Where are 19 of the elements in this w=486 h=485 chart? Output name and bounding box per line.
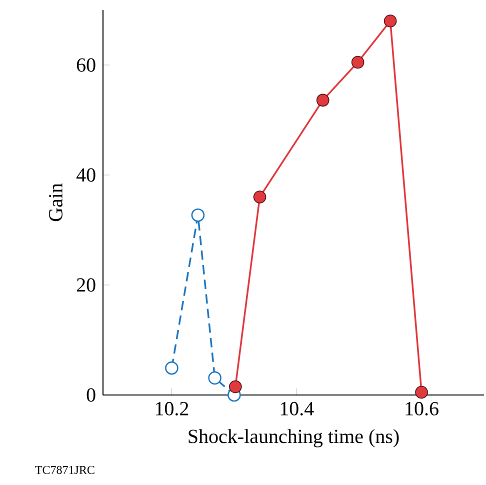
point bbox=[208, 371, 222, 385]
x-tick-label: 10.4 bbox=[280, 402, 314, 416]
point bbox=[253, 190, 266, 204]
y-tick-label: 40 bbox=[76, 168, 96, 182]
y-tick-label: 0 bbox=[86, 388, 96, 402]
point bbox=[316, 94, 330, 107]
point bbox=[229, 380, 242, 394]
x-tick-label: 10.2 bbox=[156, 402, 188, 416]
point bbox=[351, 56, 364, 69]
point bbox=[415, 386, 428, 399]
point bbox=[191, 208, 205, 222]
point bbox=[165, 361, 178, 375]
x-tick-label: 10.6 bbox=[406, 402, 438, 416]
y-tick-label: 20 bbox=[76, 278, 96, 292]
y-tick-label: 60 bbox=[76, 58, 96, 72]
text: TC7871JRC bbox=[35, 466, 94, 474]
x-axis-title: Shock-launching time (ns) bbox=[188, 429, 399, 448]
point bbox=[384, 14, 397, 28]
y-axis-title: Gain bbox=[49, 183, 62, 222]
